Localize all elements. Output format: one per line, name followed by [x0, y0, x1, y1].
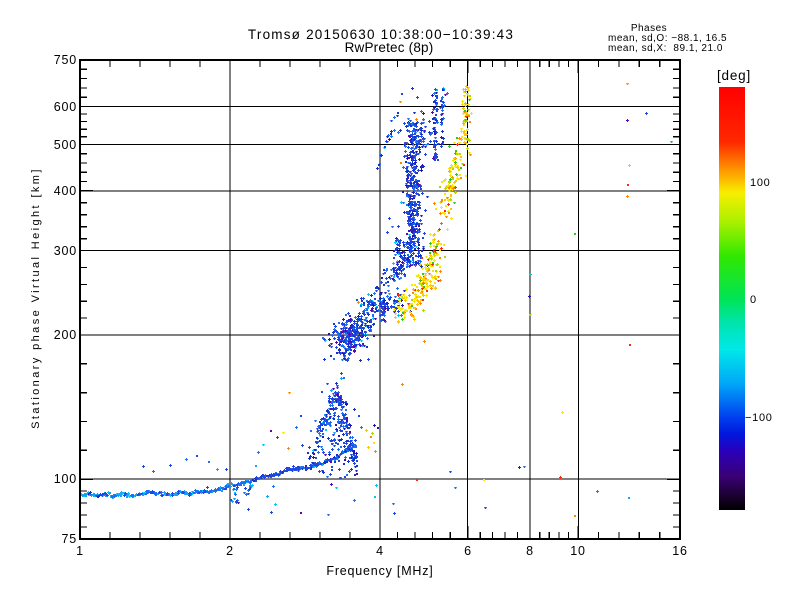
svg-text:600: 600 [54, 100, 77, 114]
svg-text:8: 8 [526, 544, 534, 558]
svg-text:6: 6 [464, 544, 472, 558]
svg-text:1: 1 [76, 544, 84, 558]
svg-text:Frequency [MHz]: Frequency [MHz] [326, 564, 433, 578]
svg-text:500: 500 [54, 138, 77, 152]
svg-text:2: 2 [226, 544, 234, 558]
svg-text:400: 400 [54, 184, 77, 198]
svg-text:Tromsø 20150630 10:38:00−10:39: Tromsø 20150630 10:38:00−10:39:43 [248, 27, 514, 42]
svg-text:0: 0 [750, 294, 757, 306]
svg-text:Stationary phase Virtual Heigh: Stationary phase Virtual Height [km] [30, 167, 42, 429]
svg-text:10: 10 [570, 544, 586, 558]
svg-text:16: 16 [672, 544, 688, 558]
svg-text:RwPretec (8p): RwPretec (8p) [345, 40, 434, 55]
svg-text:mean, sd,X: 89.1, 21.0: mean, sd,X: 89.1, 21.0 [608, 43, 723, 54]
svg-text:mean, sd,O: −88.1, 16.5: mean, sd,O: −88.1, 16.5 [608, 33, 727, 44]
svg-text:200: 200 [54, 328, 77, 342]
svg-text:4: 4 [376, 544, 384, 558]
svg-text:[deg]: [deg] [717, 68, 751, 83]
svg-text:300: 300 [54, 244, 77, 258]
svg-text:100: 100 [54, 472, 77, 486]
svg-text:−100: −100 [745, 412, 773, 424]
svg-text:Phases: Phases [631, 23, 667, 34]
svg-text:750: 750 [54, 53, 77, 67]
svg-text:100: 100 [750, 177, 770, 189]
svg-text:75: 75 [61, 532, 77, 546]
